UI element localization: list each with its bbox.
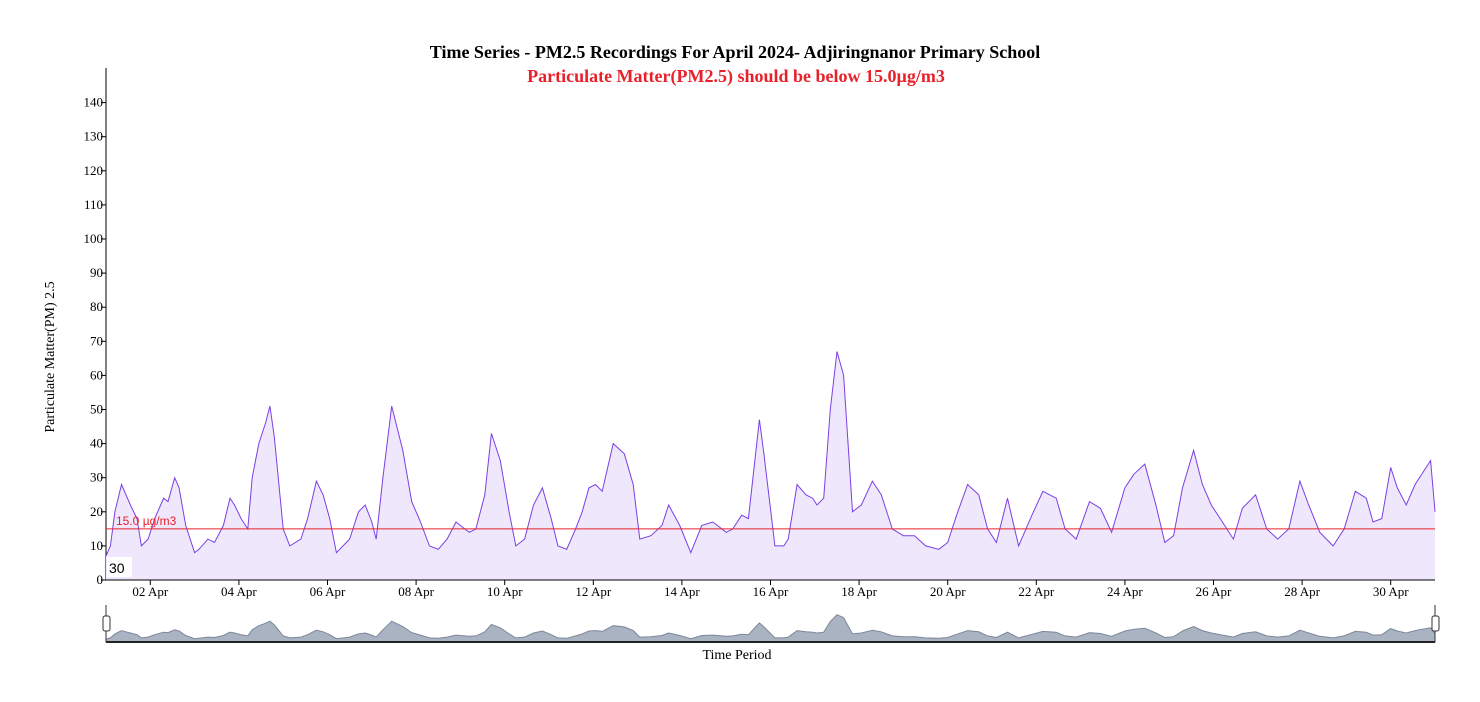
y-tick-label: 30 xyxy=(90,470,103,485)
y-tick-label: 10 xyxy=(90,538,103,553)
y-tick-label: 40 xyxy=(90,436,103,451)
y-tick-label: 80 xyxy=(90,299,103,314)
x-tick-label: 24 Apr xyxy=(1107,584,1143,599)
x-axis: 02 Apr 04 Apr 06 Apr 08 Apr 10 Apr 12 Apr 14 A… xyxy=(106,579,1435,599)
x-tick-label: 22 Apr xyxy=(1018,584,1054,599)
x-tick-label: 06 Apr xyxy=(310,584,346,599)
range-navigator[interactable] xyxy=(102,605,1440,643)
y-tick-label: 130 xyxy=(84,129,104,144)
y-tick-label: 140 xyxy=(84,95,104,110)
y-tick-label: 70 xyxy=(90,333,103,348)
x-tick-label: 14 Apr xyxy=(664,584,700,599)
chart-subtitle: Particulate Matter(PM2.5) should be belo… xyxy=(527,66,945,87)
x-tick-label: 30 Apr xyxy=(1373,584,1409,599)
x-tick-label: 02 Apr xyxy=(132,584,168,599)
x-axis-label: Time Period xyxy=(702,648,771,663)
series-line xyxy=(105,351,1436,557)
y-tick-label: 100 xyxy=(84,231,104,246)
y-tick-label: 0 xyxy=(97,572,104,587)
navigator-area xyxy=(105,614,1436,643)
y-axis: 0 10 20 30 40 50 60 70 80 90 100 110 120 130 140 xyxy=(84,68,107,587)
y-tick-label: 20 xyxy=(90,504,103,519)
x-tick-label: 20 Apr xyxy=(930,584,966,599)
y-tick-label: 90 xyxy=(90,265,103,280)
x-tick-label: 10 Apr xyxy=(487,584,523,599)
x-tick-label: 28 Apr xyxy=(1284,584,1320,599)
x-tick-label: 16 Apr xyxy=(753,584,789,599)
y-tick-label: 60 xyxy=(90,367,103,382)
chart-title: Time Series - PM2.5 Recordings For April… xyxy=(430,42,1040,62)
point-readout: 30 xyxy=(109,560,125,576)
x-tick-label: 04 Apr xyxy=(221,584,257,599)
plot-area: 15.0 µg/m3 30 xyxy=(105,351,1436,580)
y-tick-label: 120 xyxy=(84,163,104,178)
y-tick-label: 50 xyxy=(90,402,103,417)
navigator-right-handle[interactable] xyxy=(1431,615,1440,632)
point-readout-box xyxy=(107,557,132,577)
threshold-label: 15.0 µg/m3 xyxy=(116,514,177,528)
x-tick-label: 26 Apr xyxy=(1196,584,1232,599)
x-tick-label: 18 Apr xyxy=(841,584,877,599)
series-area xyxy=(106,351,1435,580)
x-tick-label: 12 Apr xyxy=(575,584,611,599)
x-tick-label: 08 Apr xyxy=(398,584,434,599)
navigator-left-handle[interactable] xyxy=(102,615,111,632)
y-tick-label: 110 xyxy=(84,197,103,212)
y-axis-label: Particulate Matter(PM) 2.5 xyxy=(43,281,58,432)
